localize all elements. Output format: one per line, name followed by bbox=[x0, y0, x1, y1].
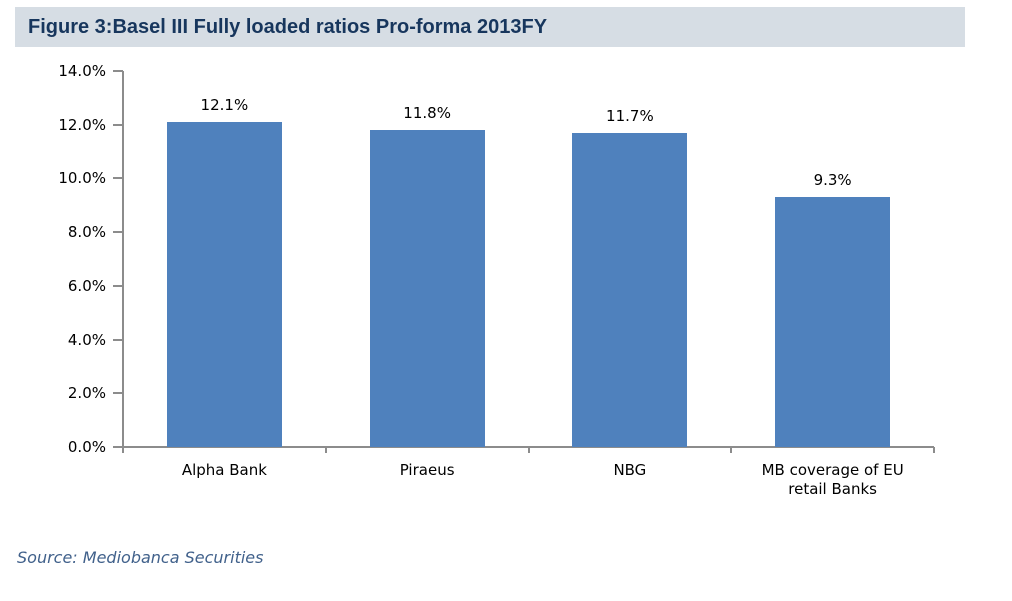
category-label-nbg: NBG bbox=[613, 461, 647, 479]
bar-alpha-bank bbox=[166, 122, 282, 447]
bar-nbg bbox=[572, 132, 688, 447]
value-label-nbg: 11.7% bbox=[606, 106, 654, 125]
y-axis-line bbox=[122, 71, 124, 449]
y-axis-label: 12.0% bbox=[58, 115, 106, 134]
figure-title: Figure 3:Basel III Fully loaded ratios P… bbox=[28, 16, 548, 38]
x-axis-tick bbox=[527, 447, 530, 453]
x-axis-tick bbox=[933, 447, 935, 453]
value-label-mb-coverage-of-eu-retail-banks: 9.3% bbox=[813, 171, 852, 190]
y-axis-tick bbox=[113, 446, 123, 448]
y-axis-tick bbox=[113, 123, 123, 126]
x-axis-tick bbox=[122, 447, 124, 453]
y-axis-label: 2.0% bbox=[67, 384, 106, 403]
y-axis-tick bbox=[113, 70, 123, 72]
y-axis-tick bbox=[113, 284, 123, 287]
y-axis-tick bbox=[113, 392, 123, 395]
y-axis-tick bbox=[113, 177, 123, 180]
x-axis-line bbox=[113, 446, 934, 448]
bar-mb-coverage-of-eu-retail-banks bbox=[775, 197, 891, 447]
y-axis-tick bbox=[113, 231, 123, 234]
y-axis-label: 8.0% bbox=[67, 223, 106, 242]
y-axis-tick bbox=[113, 338, 123, 341]
source-note: Source: Mediobanca Securities bbox=[17, 548, 264, 567]
category-label-mb-coverage-of-eu-retail-banks: MB coverage of EU retail Banks bbox=[761, 461, 904, 498]
y-axis-label: 0.0% bbox=[67, 438, 106, 456]
value-label-piraeus: 11.8% bbox=[403, 104, 451, 123]
y-axis-label: 14.0% bbox=[58, 62, 106, 80]
category-label-piraeus: Piraeus bbox=[399, 461, 455, 479]
x-axis-tick bbox=[730, 447, 733, 453]
value-label-alpha-bank: 12.1% bbox=[200, 96, 249, 115]
y-axis-label: 4.0% bbox=[67, 330, 106, 349]
category-label-alpha-bank: Alpha Bank bbox=[181, 461, 267, 479]
bar-piraeus bbox=[369, 130, 485, 447]
x-axis-tick bbox=[324, 447, 327, 453]
y-axis-label: 6.0% bbox=[67, 276, 106, 295]
y-axis-label: 10.0% bbox=[58, 169, 106, 188]
figure-title-band: Figure 3:Basel III Fully loaded ratios P… bbox=[15, 7, 965, 47]
